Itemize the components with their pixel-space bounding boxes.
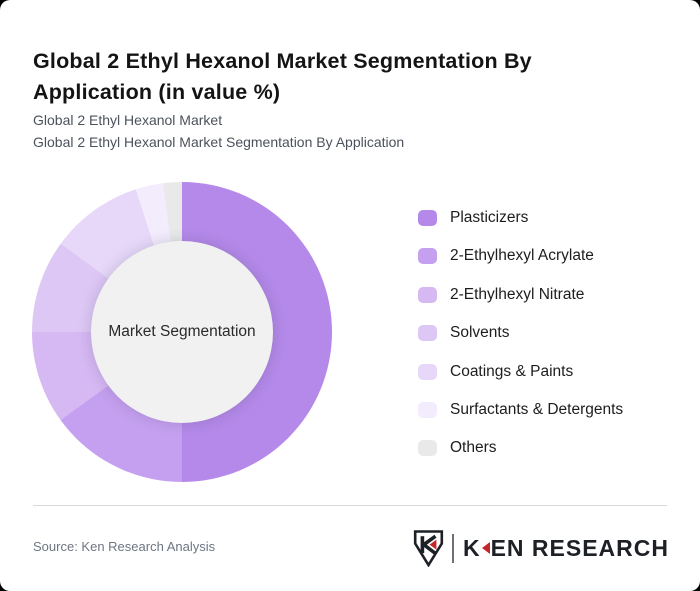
- legend-label: Others: [450, 439, 497, 457]
- legend-swatch: [418, 363, 437, 380]
- logo-letters-en: EN: [490, 534, 525, 561]
- legend-item: Surfactants & Detergents: [418, 400, 624, 418]
- legend-item: Solvents: [418, 324, 623, 342]
- subtitle-line-2: Global 2 Ethyl Hexanol Market Segmentati…: [33, 133, 405, 150]
- donut-center-circle: Market Segmentation: [91, 241, 273, 423]
- legend-swatch: [418, 325, 437, 342]
- subtitle-line-1: Global 2 Ethyl Hexanol Market: [33, 112, 223, 128]
- legend-swatch: [418, 248, 437, 265]
- legend-label: 2-Ethylhexyl Acrylate: [450, 247, 594, 265]
- ken-research-logo: K EN RESEARCH: [413, 528, 669, 568]
- legend-label: Coatings & Paints: [450, 362, 574, 380]
- logo-letter-k: K: [462, 534, 481, 561]
- legend-label: Plasticizers: [450, 209, 529, 226]
- legend-swatch: [418, 210, 437, 226]
- legend-label: 2-Ethylhexyl Nitrate: [450, 285, 585, 303]
- subtitle-block: Global 2 Ethyl Hexanol Market Global 2 E…: [33, 110, 404, 153]
- legend-item: 2-Ethylhexyl Nitrate: [418, 285, 623, 303]
- legend-label: Surfactants & Detergents: [450, 400, 624, 418]
- donut-center-label: Market Segmentation: [108, 323, 256, 340]
- legend-item: Others: [418, 439, 623, 457]
- logo-word-research: RESEARCH: [524, 534, 669, 561]
- legend-swatch: [418, 440, 437, 457]
- legend-swatch: [418, 286, 437, 303]
- legend-swatch: [418, 401, 437, 418]
- donut-chart-area: Market Segmentation: [32, 182, 332, 482]
- source-text: Source: Ken Research Analysis: [33, 539, 216, 554]
- legend-label: Solvents: [450, 324, 510, 342]
- logo-wordmark: K EN RESEARCH: [463, 535, 669, 562]
- ken-research-shield-icon: [413, 529, 444, 567]
- logo-divider-bar: [451, 533, 454, 563]
- legend-item: Coatings & Paints: [418, 362, 623, 380]
- legend-item: 2-Ethylhexyl Acrylate: [418, 247, 623, 265]
- legend-item: Plasticizers: [418, 209, 623, 226]
- legend: Plasticizers 2-Ethylhexyl Acrylate 2-Ethyl…: [418, 209, 624, 479]
- footer-divider: [33, 505, 667, 506]
- page-title: Global 2 Ethyl Hexanol Market Segmentati…: [33, 49, 532, 105]
- logo-red-arrow-icon: [481, 542, 490, 554]
